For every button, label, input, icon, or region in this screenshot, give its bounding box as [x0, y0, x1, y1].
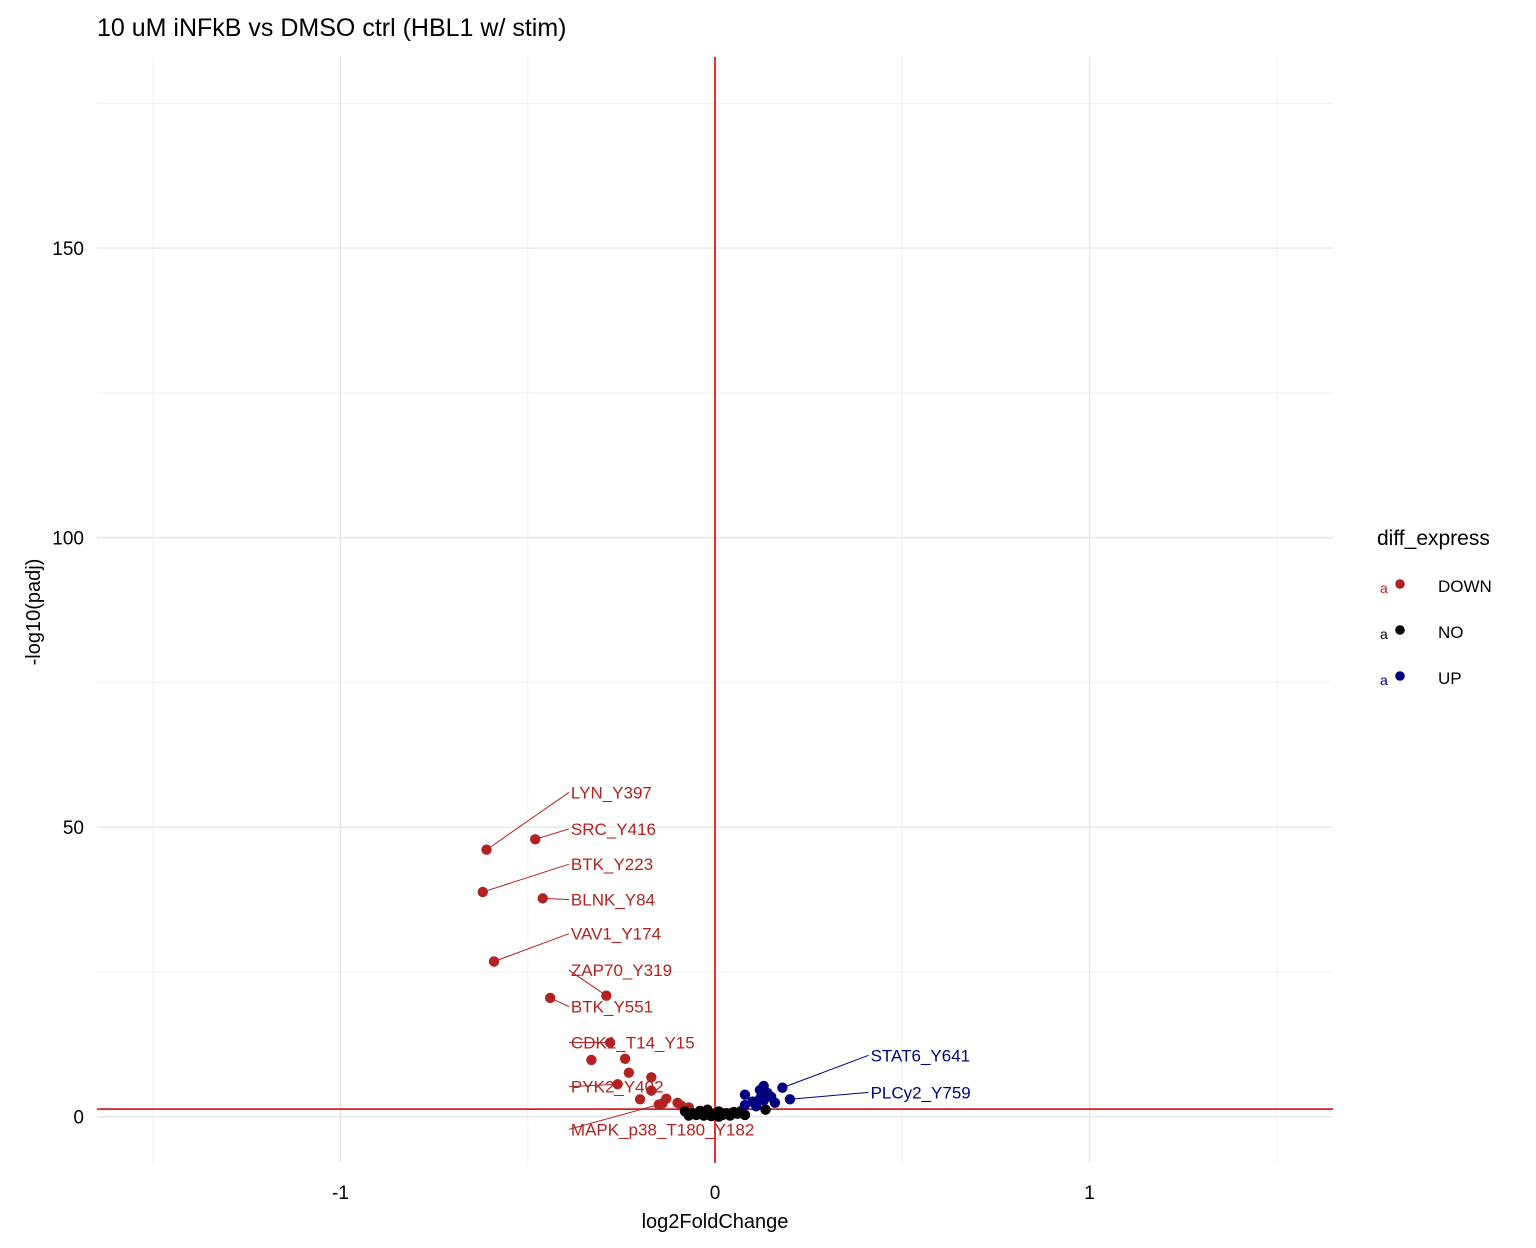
point-label: BTK_Y223	[571, 855, 653, 874]
legend-key-point	[1395, 671, 1405, 681]
data-point	[530, 834, 541, 845]
data-point	[586, 1054, 597, 1066]
label-connector	[535, 828, 570, 840]
legend-label: NO	[1438, 623, 1464, 642]
x-tick-label: -1	[332, 1183, 349, 1204]
label-connector	[782, 1054, 869, 1089]
legend-key-letter: a	[1380, 672, 1388, 688]
data-point	[765, 1091, 777, 1103]
data-point	[604, 1037, 616, 1048]
data-point	[702, 1104, 713, 1115]
legend-key-point	[1395, 625, 1405, 635]
data-point	[683, 1110, 694, 1121]
data-point	[619, 1053, 631, 1064]
point-label: STAT6_Y641	[871, 1046, 971, 1065]
data-point	[646, 1085, 657, 1096]
data-point	[634, 1094, 646, 1105]
label-connector	[482, 863, 570, 893]
legend: diff_express a DOWN a NO a UP	[1377, 527, 1492, 688]
label-connector	[789, 1091, 869, 1100]
point-label: SRC_Y416	[571, 820, 656, 839]
legend-key-letter: a	[1380, 580, 1388, 596]
point-label: PYK2_Y402	[571, 1078, 664, 1097]
threshold-lines	[97, 57, 1333, 1163]
data-point	[739, 1109, 751, 1121]
y-tick-label: 100	[52, 529, 84, 550]
y-axis-title: -log10(padj)	[23, 559, 45, 666]
data-point	[646, 1072, 657, 1083]
point-label: PLCy2_Y759	[871, 1083, 971, 1102]
data-point	[784, 1094, 796, 1105]
x-tick-label: 1	[1084, 1183, 1095, 1204]
x-tick-label: 0	[710, 1183, 721, 1204]
label-connectors	[482, 791, 869, 1130]
label-connector	[568, 969, 607, 997]
data-point	[545, 992, 556, 1004]
data-point	[537, 893, 548, 904]
data-point	[601, 990, 612, 1001]
x-axis-title: log2FoldChange	[642, 1211, 789, 1233]
legend-label: DOWN	[1438, 577, 1492, 596]
data-point	[623, 1067, 635, 1078]
data-point	[481, 844, 492, 855]
y-tick-label: 50	[63, 818, 84, 839]
data-points	[477, 834, 796, 1122]
y-tick-label: 150	[52, 239, 84, 260]
data-point	[739, 1099, 751, 1111]
data-point	[739, 1089, 751, 1100]
point-label: ZAP70_Y319	[571, 961, 672, 980]
data-point	[777, 1082, 788, 1093]
legend-title: diff_express	[1377, 527, 1490, 550]
point-label: CDK1_T14_Y15	[571, 1034, 695, 1053]
legend-label: UP	[1438, 669, 1462, 688]
data-point	[657, 1098, 668, 1109]
label-connector	[568, 1083, 618, 1088]
point-labels: LYN_Y397 SRC_Y416 BTK_Y223 BLNK_Y84 VAV1_Y17…	[571, 783, 971, 1139]
label-connector	[486, 791, 570, 851]
point-label: VAV1_Y174	[571, 925, 661, 944]
chart-title: 10 uM iNFkB vs DMSO ctrl (HBL1 w/ stim)	[97, 14, 567, 42]
legend-key-point	[1395, 579, 1405, 589]
data-point	[488, 956, 500, 967]
point-label: BTK_Y551	[571, 998, 653, 1017]
point-label: MAPK_p38_T180_Y182	[571, 1120, 754, 1139]
point-label: LYN_Y397	[571, 783, 652, 802]
data-point	[612, 1079, 623, 1090]
data-point	[713, 1106, 724, 1117]
label-connector	[568, 1104, 659, 1130]
y-tick-label: 0	[73, 1108, 84, 1129]
data-point	[751, 1101, 762, 1112]
label-connector	[493, 933, 570, 962]
legend-key-letter: a	[1380, 626, 1388, 642]
point-label: BLNK_Y84	[571, 891, 655, 910]
data-point	[477, 886, 488, 898]
data-point	[760, 1104, 771, 1115]
axis-ticks: -1 0 1 0 50 100 150	[52, 239, 1095, 1204]
